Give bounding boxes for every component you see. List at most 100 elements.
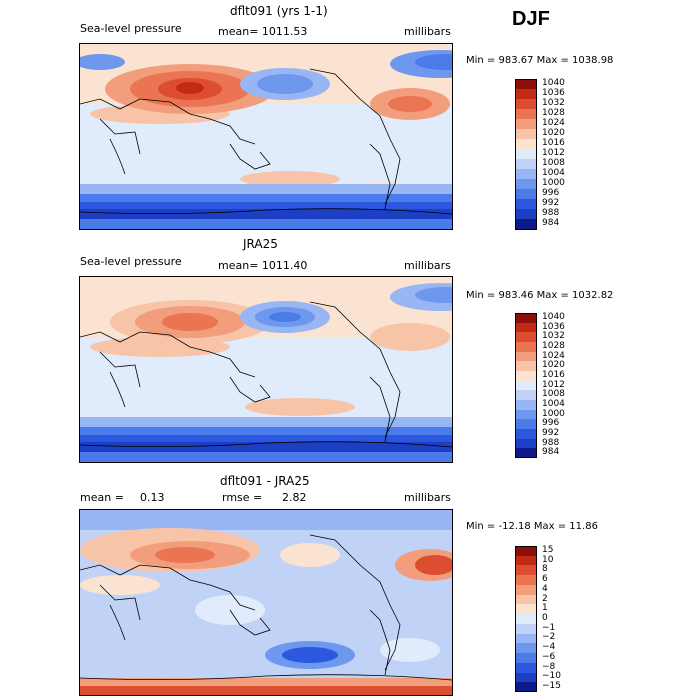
coastlines bbox=[80, 301, 452, 448]
colorbar-swatch bbox=[515, 119, 537, 130]
azores-high bbox=[370, 323, 450, 351]
aleutian-low-core bbox=[269, 312, 301, 322]
colorbar-swatch bbox=[515, 614, 537, 625]
colorbar-swatch bbox=[515, 546, 537, 557]
colorbar-swatch bbox=[515, 409, 537, 420]
colorbar-swatch bbox=[515, 643, 537, 654]
colorbar-label: 1028 bbox=[542, 340, 565, 351]
colorbar-label: 1032 bbox=[542, 331, 565, 342]
colorbar-label: 1040 bbox=[542, 311, 565, 322]
panel2-colorbar: 1040 1036 1032 1028 1024 1020 1016 1012 1008 1004… bbox=[515, 311, 585, 459]
colorbar-label: 1012 bbox=[542, 148, 565, 158]
panel3-rmse-value: 2.82 bbox=[282, 491, 307, 504]
colorbar-swatch bbox=[515, 342, 537, 353]
south-pacific-high bbox=[240, 171, 340, 187]
colorbar-label: 992 bbox=[542, 198, 560, 208]
pacific-positive bbox=[280, 543, 340, 567]
siberian-high-inner bbox=[162, 313, 218, 331]
colorbar-swatch bbox=[515, 662, 537, 674]
panel2-map-svg bbox=[80, 277, 452, 462]
colorbar-swatch bbox=[515, 129, 537, 140]
colorbar-label: −6 bbox=[542, 651, 556, 662]
panel1-title: dflt091 (yrs 1-1) bbox=[230, 4, 328, 18]
colorbar-label: 984 bbox=[542, 447, 560, 458]
colorbar-label: 1012 bbox=[542, 379, 565, 390]
colorbar-swatch bbox=[515, 565, 537, 576]
colorbar-label: 8 bbox=[542, 564, 548, 575]
panel1-map-svg bbox=[80, 44, 452, 229]
azores-high-core bbox=[388, 96, 432, 112]
colorbar-label: 1024 bbox=[542, 118, 565, 128]
colorbar-swatch bbox=[515, 448, 537, 459]
colorbar-label: −2 bbox=[542, 632, 556, 643]
colorbar-swatch bbox=[515, 109, 537, 120]
tropics-band bbox=[80, 119, 452, 149]
southern-band-4 bbox=[80, 442, 452, 452]
colorbar-label: −1 bbox=[542, 622, 556, 633]
colorbar-label: −4 bbox=[542, 642, 556, 653]
colorbar-swatch bbox=[515, 604, 537, 615]
colorbar-label: 0 bbox=[542, 613, 548, 623]
colorbar-label: 1000 bbox=[542, 408, 565, 419]
panel1-variable: Sea-level pressure bbox=[80, 22, 182, 35]
colorbar-label: 10 bbox=[542, 554, 554, 565]
panel3-units: millibars bbox=[404, 491, 451, 504]
colorbar-swatch bbox=[515, 623, 537, 635]
colorbar-swatch bbox=[515, 149, 537, 160]
coastlines bbox=[80, 68, 452, 215]
colorbar-label: 1004 bbox=[542, 168, 565, 178]
colorbar-label: 2 bbox=[542, 593, 548, 604]
panel2-minmax: Min = 983.46 Max = 1032.82 bbox=[466, 290, 614, 301]
colorbar-swatch bbox=[515, 633, 537, 644]
colorbar-label: 1020 bbox=[542, 360, 565, 371]
panel3-colorbar: 15 10 8 6 4 2 1 0 −1 −2 −4 −6 −8 −10 −15 bbox=[515, 544, 585, 693]
south-pacific-high bbox=[245, 398, 355, 416]
season-label: DJF bbox=[512, 8, 550, 30]
panel3-minmax: Min = -12.18 Max = 11.86 bbox=[466, 521, 598, 532]
colorbar-label: 1036 bbox=[542, 88, 565, 98]
colorbar-swatch bbox=[515, 159, 537, 170]
colorbar-label: −15 bbox=[542, 681, 561, 692]
colorbar-label: 1016 bbox=[542, 138, 565, 148]
panel1-mean: mean= 1011.53 bbox=[218, 25, 308, 38]
coastlines bbox=[80, 534, 452, 681]
africa-positive bbox=[80, 575, 160, 595]
colorbar-swatch bbox=[515, 361, 537, 372]
panel3-mean-text: mean = bbox=[80, 491, 124, 504]
panel3-mean-value: 0.13 bbox=[140, 491, 165, 504]
colorbar-swatch bbox=[515, 322, 537, 333]
colorbar-label: 996 bbox=[542, 418, 560, 429]
colorbar-label: 988 bbox=[542, 208, 560, 218]
panel3-rmse-text: rmse = bbox=[222, 491, 263, 504]
colorbar-swatch bbox=[515, 672, 537, 683]
panel1-map bbox=[79, 43, 453, 230]
colorbar-swatch bbox=[515, 594, 537, 605]
colorbar-swatch bbox=[515, 438, 537, 449]
colorbar-label: 1040 bbox=[542, 78, 565, 88]
colorbar-label: 15 bbox=[542, 544, 554, 555]
colorbar-label: 1028 bbox=[542, 108, 565, 118]
colorbar-label: 1032 bbox=[542, 98, 565, 108]
colorbar-swatch bbox=[515, 653, 537, 664]
colorbar-label: 988 bbox=[542, 437, 560, 448]
colorbar-label: 1024 bbox=[542, 350, 565, 361]
colorbar-swatch bbox=[515, 89, 537, 100]
colorbar-swatch bbox=[515, 575, 537, 586]
siberian-high-core bbox=[176, 82, 204, 94]
colorbar-swatch bbox=[515, 199, 537, 210]
icelandic-low-core bbox=[415, 54, 452, 70]
panel2-title: JRA25 bbox=[243, 237, 278, 251]
panel1-units: millibars bbox=[404, 25, 451, 38]
south-atlantic-neutral bbox=[380, 638, 440, 662]
colorbar-label: 992 bbox=[542, 427, 560, 438]
colorbar-label: 1016 bbox=[542, 369, 565, 380]
tropics-band bbox=[80, 352, 452, 382]
colorbar-swatch bbox=[515, 99, 537, 110]
colorbar-label: −8 bbox=[542, 661, 556, 672]
colorbar-swatch bbox=[515, 371, 537, 382]
colorbar-label: −10 bbox=[542, 671, 561, 682]
colorbar-swatch bbox=[515, 189, 537, 200]
colorbar-swatch bbox=[515, 313, 537, 324]
colorbar-swatch bbox=[515, 219, 537, 230]
atlantic-positive-core bbox=[415, 555, 452, 575]
